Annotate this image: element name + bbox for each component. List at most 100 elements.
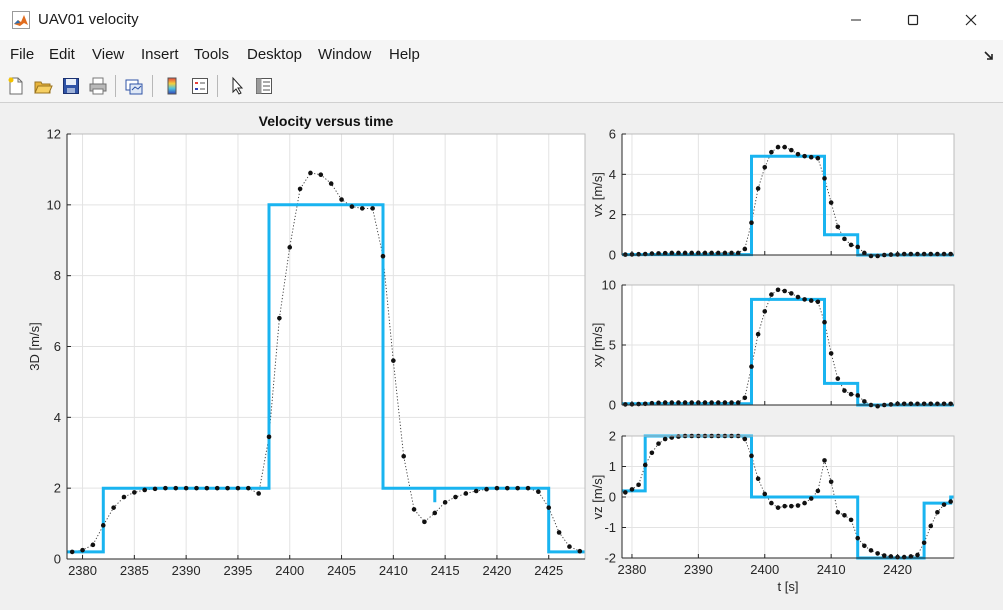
- data-point: [855, 535, 861, 541]
- y-tick-label: 4: [609, 167, 616, 182]
- data-point: [453, 494, 458, 500]
- data-point: [370, 206, 375, 211]
- y-axis-label: 3D [m/s]: [27, 322, 42, 370]
- y-tick-label: 10: [47, 197, 61, 212]
- data-point: [868, 253, 874, 259]
- menu-window[interactable]: Window: [318, 46, 372, 63]
- setpoint-step-line: [622, 297, 954, 407]
- data-point: [505, 485, 510, 491]
- data-point: [948, 251, 953, 257]
- data-point: [802, 297, 807, 302]
- data-point: [808, 298, 814, 303]
- data-point: [308, 170, 313, 176]
- data-point: [742, 395, 748, 401]
- new-figure-button[interactable]: [4, 74, 28, 98]
- toolbar-separator: [217, 75, 218, 97]
- data-point: [623, 490, 628, 495]
- y-tick-label: 0: [609, 490, 616, 505]
- save-button[interactable]: [59, 74, 83, 98]
- print-button[interactable]: [86, 74, 110, 98]
- data-point: [775, 144, 781, 150]
- edit-plot-button[interactable]: [225, 74, 249, 98]
- menu-view[interactable]: View: [92, 46, 125, 63]
- data-point: [163, 485, 168, 491]
- axes-background: [622, 134, 954, 255]
- y-tick-label: 12: [47, 127, 61, 142]
- close-button[interactable]: [948, 0, 994, 40]
- setpoint-step-line: [622, 154, 954, 257]
- link-plot-button[interactable]: [122, 74, 146, 98]
- data-point: [669, 250, 675, 256]
- data-point: [642, 251, 648, 257]
- data-point: [629, 487, 635, 492]
- link-plot-icon: [125, 79, 143, 95]
- data-point: [662, 436, 668, 442]
- setpoint-step-line: [67, 203, 585, 554]
- data-point: [287, 245, 293, 250]
- maximize-button[interactable]: [890, 0, 936, 40]
- data-point: [132, 490, 137, 495]
- data-point: [848, 391, 854, 397]
- x-tick-label: 2425: [534, 563, 563, 578]
- x-tick-label: 2380: [617, 562, 646, 577]
- data-point: [742, 246, 748, 252]
- data-point: [735, 400, 741, 405]
- data-point: [194, 485, 199, 491]
- data-point: [636, 482, 641, 488]
- open-file-button[interactable]: [31, 74, 55, 98]
- data-point: [755, 186, 761, 191]
- menu-desktop[interactable]: Desktop: [247, 46, 303, 63]
- data-point: [855, 244, 861, 250]
- data-point: [656, 400, 661, 406]
- data-point: [795, 503, 801, 508]
- title-bar[interactable]: UAV01 velocity: [0, 0, 1003, 40]
- data-point: [214, 485, 220, 491]
- data-point: [111, 505, 116, 510]
- data-point: [782, 288, 787, 294]
- data-point: [921, 251, 927, 257]
- data-point: [432, 510, 438, 516]
- data-point: [802, 500, 807, 506]
- data-point: [862, 250, 867, 256]
- insert-colorbar-button[interactable]: [160, 74, 184, 98]
- data-point: [908, 251, 914, 257]
- data-point: [729, 400, 734, 405]
- menu-tools[interactable]: Tools: [194, 46, 230, 63]
- data-point: [277, 315, 282, 321]
- menu-insert[interactable]: Insert: [141, 46, 179, 63]
- data-point: [795, 294, 801, 300]
- property-inspector-icon: [256, 78, 272, 94]
- data-point: [815, 488, 821, 494]
- data-point: [662, 250, 668, 256]
- data-point: [815, 299, 821, 305]
- y-tick-label: 1: [609, 459, 616, 474]
- data-point: [715, 400, 721, 405]
- print-icon: [89, 77, 107, 95]
- data-point: [669, 400, 675, 405]
- data-point: [235, 485, 241, 491]
- data-point: [709, 400, 714, 405]
- data-point: [928, 251, 934, 257]
- data-point: [642, 462, 648, 468]
- data-point: [473, 488, 479, 494]
- figure-toolbar: [0, 70, 1003, 103]
- menu-file[interactable]: File: [10, 46, 35, 63]
- insert-legend-button[interactable]: [188, 74, 212, 98]
- dock-figure-icon[interactable]: [983, 49, 995, 67]
- data-point: [266, 434, 272, 440]
- data-point: [808, 496, 814, 501]
- property-inspector-button[interactable]: [252, 74, 276, 98]
- minimize-button[interactable]: [833, 0, 879, 40]
- data-point: [380, 253, 386, 259]
- y-tick-label: 6: [54, 339, 61, 354]
- menu-help[interactable]: Help: [389, 46, 420, 63]
- data-point: [546, 505, 552, 510]
- menu-edit[interactable]: Edit: [49, 46, 75, 63]
- data-point: [881, 553, 887, 558]
- data-point: [789, 147, 794, 153]
- data-point: [822, 458, 827, 463]
- x-axis-label: t [s]: [778, 579, 799, 594]
- data-point: [246, 485, 251, 491]
- data-point: [755, 331, 761, 337]
